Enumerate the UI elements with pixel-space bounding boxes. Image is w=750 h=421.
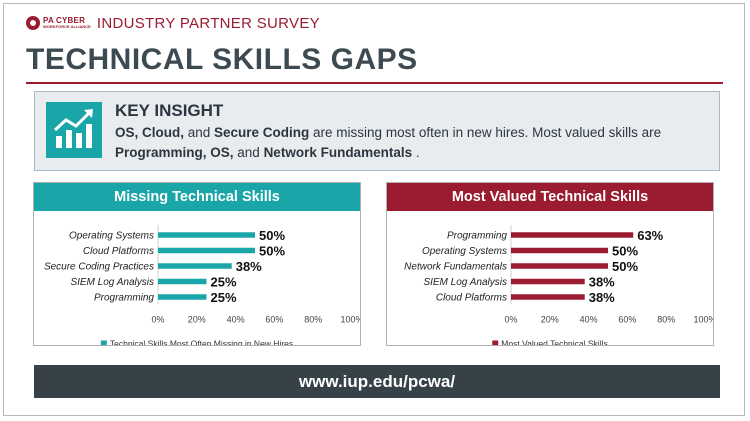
missing-skills-chart: Operating Systems 50% Cloud Platforms 50% Se… (44, 225, 360, 346)
tick-label: 80% (657, 315, 675, 325)
valued-skills-chart: Programming 63% Operating Systems 50% Networ… (404, 225, 713, 346)
tick-label: 100% (693, 315, 713, 325)
survey-title: INDUSTRY PARTNER SURVEY (96, 14, 320, 32)
tick-label: 20% (188, 315, 206, 325)
bar (511, 263, 608, 269)
header: PA CYBER WORKFORCE ALLIANCE INDUSTRY PAR… (26, 12, 320, 34)
title-divider (26, 82, 723, 84)
logo-subtext: WORKFORCE ALLIANCE (43, 24, 91, 29)
growth-chart-icon (46, 102, 102, 158)
logo: PA CYBER WORKFORCE ALLIANCE (26, 16, 91, 30)
bar (158, 263, 232, 269)
bar (511, 247, 608, 254)
data-label: 38% (589, 275, 615, 290)
bar (158, 247, 255, 254)
category-label: Programming (447, 231, 507, 242)
data-label: 50% (259, 244, 285, 259)
data-label: 50% (612, 259, 638, 274)
data-label: 63% (637, 228, 663, 243)
legend-swatch (492, 340, 499, 345)
category-label: Programming (94, 293, 154, 304)
bar (511, 232, 634, 238)
category-label: Network Fundamentals (404, 262, 507, 273)
data-label: 50% (259, 228, 285, 243)
category-label: Cloud Platforms (436, 293, 507, 304)
footer-url[interactable]: www.iup.edu/pcwa/ (34, 365, 720, 398)
tick-label: 20% (541, 315, 559, 325)
key-insight-box: KEY INSIGHT OS, Cloud, and Secure Coding… (34, 91, 720, 171)
logo-mark-icon (26, 16, 40, 30)
tick-label: 100% (340, 315, 360, 325)
insight-heading: KEY INSIGHT (115, 101, 224, 120)
missing-skills-title: Missing Technical Skills (34, 183, 360, 211)
data-label: 38% (236, 259, 262, 274)
category-label: SIEM Log Analysis (423, 277, 507, 288)
missing-skills-panel: Missing Technical Skills Operating Syste… (33, 182, 361, 346)
data-label: 25% (211, 290, 237, 305)
legend-swatch (100, 340, 107, 345)
tick-label: 0% (504, 315, 517, 325)
data-label: 25% (211, 275, 237, 290)
tick-label: 40% (227, 315, 245, 325)
data-label: 50% (612, 244, 638, 259)
category-label: Operating Systems (69, 231, 154, 242)
tick-label: 40% (580, 315, 598, 325)
bar (511, 278, 585, 285)
bar (158, 278, 207, 285)
valued-skills-title: Most Valued Technical Skills (387, 183, 713, 211)
bar (158, 294, 207, 300)
page-title: TECHNICAL SKILLS GAPS (26, 43, 418, 76)
valued-skills-panel: Most Valued Technical Skills Programming… (386, 182, 714, 346)
data-label: 38% (589, 290, 615, 305)
insight-text: OS, Cloud, and Secure Coding are missing… (115, 125, 662, 160)
legend-label: Most Valued Technical Skills (501, 339, 607, 346)
tick-label: 0% (151, 315, 164, 325)
tick-label: 60% (265, 315, 283, 325)
category-label: Cloud Platforms (83, 246, 154, 257)
legend-label: Technical Skills Most Often Missing in N… (110, 339, 293, 346)
tick-label: 80% (304, 315, 322, 325)
tick-label: 60% (618, 315, 636, 325)
category-label: SIEM Log Analysis (70, 277, 154, 288)
category-label: Operating Systems (422, 246, 507, 257)
logo-text: PA CYBER (43, 16, 86, 25)
bar (511, 294, 585, 300)
category-label: Secure Coding Practices (44, 262, 154, 273)
bar (158, 232, 255, 238)
